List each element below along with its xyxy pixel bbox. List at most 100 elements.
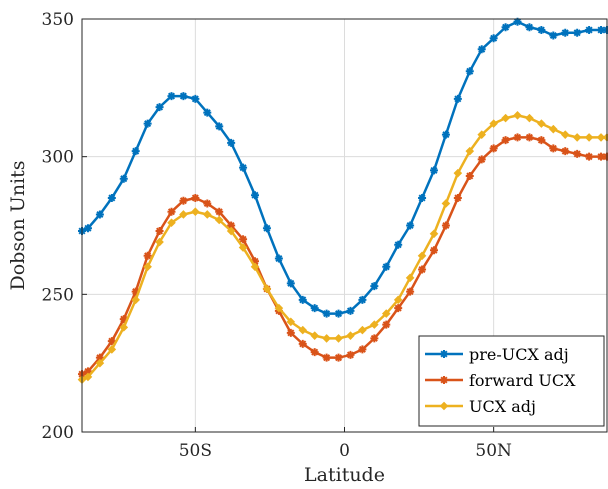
series-2-point-21 [322,334,331,343]
series-2 [77,111,608,384]
x-tick-label-1: 0 [339,441,350,461]
series-0-point-7 [155,103,164,112]
x-tick-label-2: 50N [475,441,512,461]
series-1-point-30 [429,246,438,255]
series-1-point-21 [322,353,331,362]
series-0-point-14 [239,163,248,172]
series-2-point-10 [191,207,200,217]
series-0-point-20 [310,304,319,313]
series-0-point-26 [382,262,391,271]
series-1-point-23 [346,350,355,359]
series-1-point-36 [501,136,510,145]
series-1-point-13 [227,221,236,230]
legend-marker-1 [440,376,448,384]
series-1-point-42 [573,149,582,158]
series-1-point-34 [477,155,486,164]
series-1-point-7 [155,227,164,236]
series-1-point-19 [298,339,307,348]
x-ticks: 50S 0 50N [179,427,512,461]
series-0-point-40 [549,31,558,40]
series-line-1 [81,136,607,376]
series-1-point-28 [406,287,415,296]
series-0-point-10 [191,94,200,103]
series-2-point-26 [381,309,391,318]
series-2-point-9 [179,210,188,219]
series-1-point-10 [191,193,200,202]
series-0-point-5 [131,147,140,156]
series-2-point-20 [310,331,319,340]
series-1-point-22 [334,353,343,362]
series-0-point-38 [525,23,534,32]
series-1-point-33 [465,171,474,180]
series-1-point-44 [597,152,606,161]
legend-marker-0 [440,350,448,358]
series-2-point-11 [202,210,212,219]
series-0-point-17 [274,254,283,263]
series-2-point-32 [453,168,463,178]
series-1-point-25 [370,334,379,343]
series-2-point-25 [370,320,379,329]
series-0-point-25 [370,282,379,291]
series-1-point-12 [215,207,224,216]
series-2-point-24 [358,325,367,335]
series-0-point-23 [346,306,355,315]
series-1-point-35 [489,144,498,153]
series-2-point-16 [262,284,272,294]
series-2-point-15 [250,262,260,272]
series-0-point-11 [203,108,212,117]
y-tick-label-0: 200 [42,423,74,443]
legend-label-2: UCX adj [469,397,536,416]
series-2-point-19 [298,325,308,335]
series-1-point-24 [358,345,367,354]
series-2-point-37 [513,111,522,120]
series-0-point-18 [286,279,295,288]
series-1-point-26 [382,320,391,329]
series-2-point-18 [286,317,296,327]
series-2-point-23 [346,331,355,340]
x-tick-label-0: 50S [179,441,212,461]
series-2-point-13 [226,226,236,236]
series-1-point-39 [537,136,546,145]
series-2-point-3 [107,345,117,354]
y-tick-label-3: 350 [42,10,74,30]
series-layer [77,17,608,384]
series-0-point-4 [119,174,128,183]
series-2-point-44 [596,133,606,142]
series-0-point-16 [262,224,271,233]
legend: pre-UCX adj forward UCX UCX adj [418,335,605,427]
series-0-point-2 [95,210,104,219]
series-1-point-9 [179,196,188,205]
series-0-point-44 [597,26,606,35]
series-1-point-37 [513,133,522,142]
series-0-point-29 [418,193,427,202]
series-2-point-14 [238,243,248,252]
series-1-point-29 [418,265,427,274]
series-2-point-28 [405,273,415,283]
series-2-point-22 [334,334,343,343]
x-axis-label: Latitude [304,464,385,486]
series-0-point-43 [585,26,594,35]
series-0-point-3 [107,193,116,202]
series-0-point-31 [441,130,450,139]
series-0-point-9 [179,92,188,101]
series-2-point-43 [584,133,594,142]
series-0 [78,17,608,318]
series-0-point-37 [513,17,522,26]
series-0-point-13 [227,138,236,147]
series-0-point-15 [251,191,260,200]
series-2-point-2 [95,358,105,368]
series-1-point-40 [549,144,558,153]
series-1-point-31 [441,221,450,230]
y-tick-label-2: 300 [42,148,74,168]
series-1-point-4 [119,315,128,324]
series-2-point-38 [525,113,534,123]
series-1-point-18 [286,328,295,337]
legend-label-0: pre-UCX adj [469,345,569,364]
series-1-point-3 [107,337,116,346]
y-tick-label-1: 250 [42,285,74,305]
series-1-point-11 [203,199,212,208]
series-0-point-6 [143,119,152,128]
series-1-point-32 [453,193,462,202]
series-2-point-41 [560,130,570,139]
